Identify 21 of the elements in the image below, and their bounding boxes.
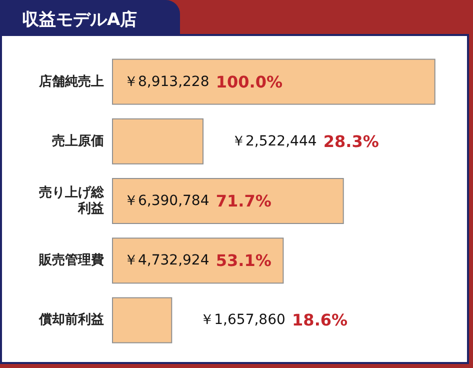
annotation: 53.1%	[216, 251, 272, 270]
y-tick-label: 償却前利益	[38, 312, 104, 328]
bar	[112, 118, 204, 164]
annotation: 18.6%	[292, 310, 348, 330]
data-label: ￥6,390,784	[124, 193, 210, 209]
y-tick-label: 売上原価	[52, 134, 104, 149]
data-label: ￥2,522,444	[232, 133, 317, 150]
annotation: 100.0%	[216, 72, 283, 92]
annotation: 71.7%	[216, 192, 272, 210]
annotation: 28.3%	[323, 132, 379, 151]
bar	[112, 58, 436, 105]
y-tick-label: 販売管理費	[38, 252, 104, 268]
y-tick-label: 店舗純売上	[38, 73, 104, 90]
data-label: ￥4,732,924	[124, 252, 210, 269]
chart-title: 収益モデルA店	[22, 9, 138, 31]
bar	[112, 178, 344, 224]
data-label: ￥1,657,860	[200, 312, 286, 328]
data-label: ￥8,913,228	[124, 74, 210, 90]
bar	[112, 297, 172, 344]
y-tick-label: 売り上げ総利益	[39, 186, 105, 216]
bar	[112, 238, 284, 284]
